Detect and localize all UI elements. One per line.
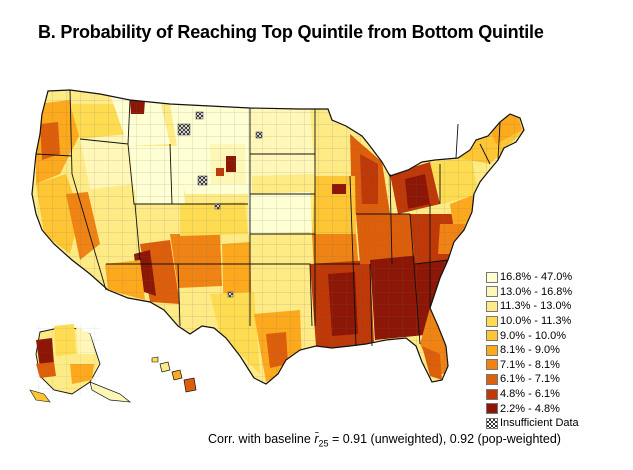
legend-label: 13.0% - 16.8% — [500, 285, 573, 298]
hatch-swatch — [486, 417, 498, 429]
legend-item: 10.0% - 11.3% — [486, 314, 626, 329]
legend-label: 4.8% - 6.1% — [500, 388, 560, 401]
legend-swatch — [486, 373, 498, 385]
legend-label: 10.0% - 11.3% — [500, 315, 572, 328]
legend-label: 11.3% - 13.0% — [500, 300, 572, 313]
legend-item: 6.1% - 7.1% — [486, 372, 626, 387]
correlation-prefix: Corr. with baseline — [208, 432, 315, 446]
insufficient-data-areas — [177, 111, 263, 298]
legend-item: 8.1% - 9.0% — [486, 343, 626, 358]
legend-item: 4.8% - 6.1% — [486, 387, 626, 402]
correlation-note: Corr. with baseline r̄25 = 0.91 (unweigh… — [208, 432, 561, 449]
legend-item: 16.8% - 47.0% — [486, 270, 626, 285]
legend-label: 9.0% - 10.0% — [500, 329, 567, 342]
commuting-zone-boundaries — [32, 90, 524, 384]
correlation-subscript: 25 — [318, 438, 329, 449]
legend-swatch — [486, 315, 498, 327]
legend-swatch — [486, 330, 498, 342]
legend: 16.8% - 47.0% 13.0% - 16.8% 11.3% - 13.0% 1… — [486, 270, 626, 431]
legend-swatch — [486, 286, 498, 298]
legend-label-insufficient: Insufficient Data — [500, 417, 579, 430]
legend-item: 2.2% - 4.8% — [486, 401, 626, 416]
legend-swatch — [486, 271, 498, 283]
legend-item: 7.1% - 8.1% — [486, 358, 626, 373]
legend-label: 2.2% - 4.8% — [500, 402, 560, 415]
alaska-inset — [29, 324, 132, 403]
legend-label: 8.1% - 9.0% — [500, 344, 560, 357]
legend-label: 16.8% - 47.0% — [500, 271, 573, 284]
us-commuting-zone-map — [10, 64, 540, 414]
hawaii-inset — [151, 356, 197, 393]
legend-swatch — [486, 300, 498, 312]
legend-label: 7.1% - 8.1% — [500, 358, 560, 371]
legend-item: 11.3% - 13.0% — [486, 299, 626, 314]
state-boundaries — [35, 89, 501, 347]
legend-item: 9.0% - 10.0% — [486, 328, 626, 343]
legend-swatch — [486, 359, 498, 371]
legend-swatch — [486, 344, 498, 356]
legend-label: 6.1% - 7.1% — [500, 373, 560, 386]
correlation-suffix: = 0.91 (unweighted), 0.92 (pop-weighted) — [328, 432, 561, 446]
legend-item-insufficient: Insufficient Data — [486, 416, 626, 431]
correlation-symbol: r̄ — [314, 432, 319, 446]
legend-swatch — [486, 388, 498, 400]
chart-title: B. Probability of Reaching Top Quintile … — [38, 22, 544, 42]
legend-swatch — [486, 403, 498, 415]
legend-item: 13.0% - 16.8% — [486, 285, 626, 300]
